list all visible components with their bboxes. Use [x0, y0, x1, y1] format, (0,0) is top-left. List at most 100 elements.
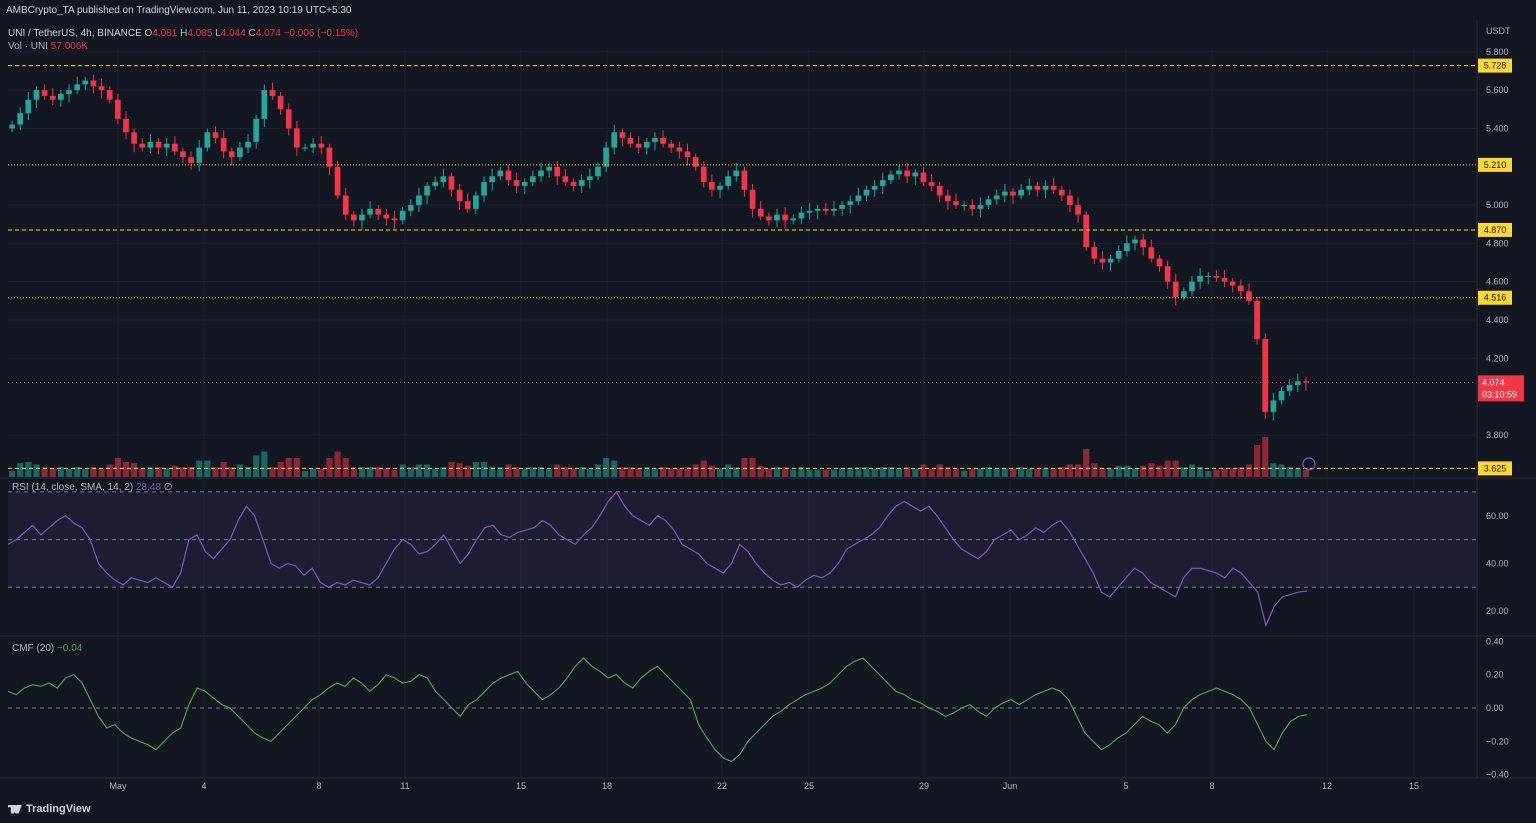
lightning-icon — [1302, 457, 1316, 471]
candle-body — [912, 172, 919, 177]
volume-bar — [1180, 467, 1187, 477]
candle-body — [595, 166, 601, 177]
candle-body — [171, 143, 178, 152]
x-tick-label: 8 — [1209, 781, 1214, 791]
volume-bar — [497, 467, 504, 477]
volume-bar — [74, 467, 81, 477]
tradingview-logo[interactable]: TradingView — [8, 803, 91, 815]
volume-bar — [1262, 437, 1269, 477]
volume-bar — [1115, 465, 1122, 477]
candle-body — [245, 141, 251, 148]
volume-bar — [1107, 468, 1114, 477]
volume-bar — [41, 467, 48, 477]
volume-bar — [944, 467, 951, 477]
candle-body — [977, 205, 984, 209]
volume-bar — [1050, 468, 1057, 477]
volume-bar — [220, 461, 227, 477]
volume-bar — [464, 465, 471, 477]
volume-bar — [122, 461, 130, 477]
candle-body — [123, 118, 129, 133]
volume-bar — [814, 469, 821, 477]
volume-bar — [969, 468, 976, 477]
candle-body — [367, 208, 373, 215]
volume-bar — [676, 468, 683, 477]
price-level-tag — [1478, 222, 1512, 237]
x-tick-label: 5 — [1123, 781, 1128, 791]
candle-body — [1221, 277, 1228, 282]
volume-bar — [358, 467, 366, 477]
candle-body — [847, 201, 854, 206]
volume-bar — [887, 467, 894, 477]
symbol-label[interactable]: UNI / TetherUS, 4h, BINANCE — [8, 28, 142, 39]
y-tick-label: 4.400 — [1486, 315, 1509, 325]
candle-body — [1246, 291, 1252, 301]
volume-bar — [1213, 469, 1220, 477]
volume-bar — [806, 469, 813, 477]
volume-bar — [627, 467, 634, 477]
volume-bar — [1164, 460, 1171, 477]
price-level-label: 3.625 — [1484, 463, 1507, 473]
volume-bar — [570, 468, 577, 477]
candle-body — [790, 218, 797, 221]
volume-bar — [749, 458, 756, 477]
volume-bar — [1270, 463, 1277, 477]
volume-bar — [188, 467, 195, 477]
volume-value: 57.006K — [50, 41, 89, 52]
volume-bar — [17, 463, 24, 477]
candle-body — [831, 208, 837, 211]
candle-body — [530, 176, 536, 183]
volume-bar — [993, 468, 1000, 477]
candle-body — [1262, 339, 1269, 412]
candle-body — [473, 195, 479, 209]
candle-body — [237, 147, 243, 158]
volume-bar — [920, 464, 927, 477]
volume-bar — [1042, 468, 1049, 477]
cmf-y-tick: −0.20 — [1486, 736, 1509, 746]
candle-body — [709, 182, 715, 190]
volume-bar — [912, 468, 919, 477]
volume-bar — [879, 467, 886, 477]
volume-bar — [375, 467, 382, 477]
cmf-y-tick: 0.40 — [1486, 636, 1504, 646]
candle-body — [131, 132, 137, 144]
rsi-value: 28.48 — [135, 482, 161, 493]
x-tick-label: 22 — [717, 781, 727, 791]
candle-body — [1189, 281, 1195, 292]
candle-body — [204, 132, 211, 148]
y-tick-label: 4.800 — [1486, 238, 1509, 248]
candle-body — [1132, 239, 1138, 244]
volume-bar — [790, 469, 797, 477]
low-label: L — [215, 28, 221, 39]
candle-body — [684, 151, 691, 158]
candle-body — [1294, 381, 1301, 386]
candle-body — [163, 143, 170, 148]
volume-bar — [578, 467, 585, 477]
cmf-label[interactable]: CMF (20) — [12, 643, 55, 654]
volume-bar — [725, 464, 732, 477]
candle-body — [1010, 191, 1016, 196]
volume-bar — [782, 467, 789, 477]
candle-body — [839, 205, 845, 209]
candle-body — [17, 113, 24, 125]
volume-bar — [391, 469, 398, 477]
candle-body — [1197, 275, 1203, 282]
candle-body — [969, 205, 976, 209]
volume-bar — [106, 464, 113, 477]
candle-body — [1140, 239, 1147, 248]
candle-body — [782, 214, 788, 221]
volume-bar — [244, 467, 252, 477]
candle-body — [611, 132, 618, 148]
rsi-label[interactable]: RSI (14, close, SMA, 14, 2) — [12, 482, 134, 493]
x-tick-label: 8 — [316, 781, 321, 791]
volume-bar — [977, 468, 984, 477]
candle-body — [74, 84, 81, 91]
volume-legend: Vol · UNI 57.006K — [8, 41, 88, 52]
volume-bar — [952, 468, 960, 477]
y-tick-label: 5.400 — [1486, 123, 1509, 133]
footer-text: TradingView — [26, 803, 91, 815]
candle-body — [538, 170, 544, 177]
volume-bar — [619, 467, 626, 477]
candle-body — [1270, 400, 1277, 412]
volume-bar — [277, 461, 284, 477]
